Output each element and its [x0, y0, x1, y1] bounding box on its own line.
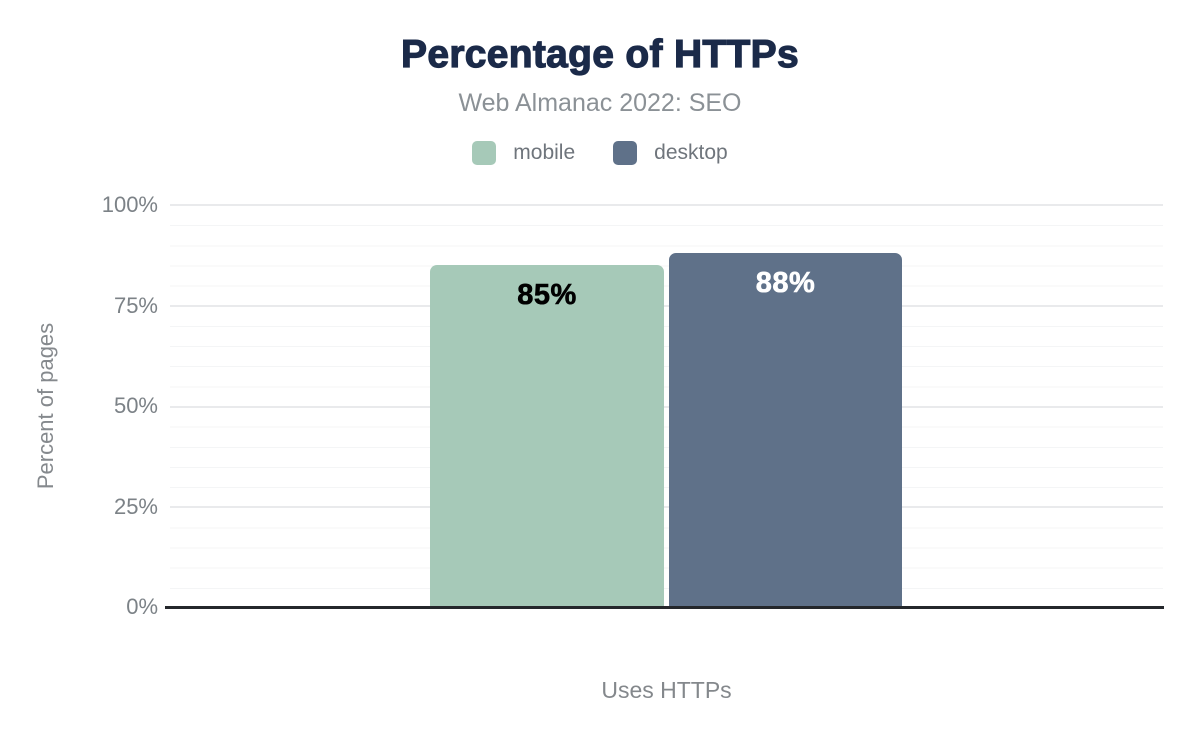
chart-title: Percentage of HTTPs: [400, 32, 799, 76]
desktop-legend-swatch-icon: [613, 141, 638, 165]
legend-label-desktop: desktop: [654, 141, 728, 164]
y-tick-label-25: 25%: [113, 494, 158, 519]
major-gridline-100: [170, 204, 1163, 206]
major-gridline-75: [170, 304, 1163, 307]
y-tick-label-75: 75%: [113, 293, 158, 318]
x-axis-line: [165, 606, 1164, 609]
bar-value-label: 85%: [517, 279, 577, 312]
plot-area: 85% 88%: [165, 204, 1164, 609]
legend: mobile desktop: [0, 141, 1200, 165]
legend-label-mobile: mobile: [513, 141, 576, 164]
y-tick-label-100: 100%: [101, 192, 158, 217]
y-tick-label-50: 50%: [113, 393, 158, 418]
major-gridline-50: [170, 405, 1163, 408]
legend-item-mobile: mobile: [472, 141, 575, 165]
bar-mobile[interactable]: 85%: [430, 265, 664, 608]
legend-item-desktop: desktop: [613, 141, 728, 165]
major-gridline-25: [170, 506, 1163, 509]
chart-subtitle: Web Almanac 2022: SEO: [458, 89, 742, 117]
mobile-legend-swatch-icon: [472, 141, 497, 165]
y-tick-label-0: 0%: [126, 594, 158, 619]
bar-desktop[interactable]: 88%: [669, 253, 902, 608]
x-axis-title: Uses HTTPs: [601, 677, 732, 703]
bar-value-label: 88%: [755, 267, 816, 300]
